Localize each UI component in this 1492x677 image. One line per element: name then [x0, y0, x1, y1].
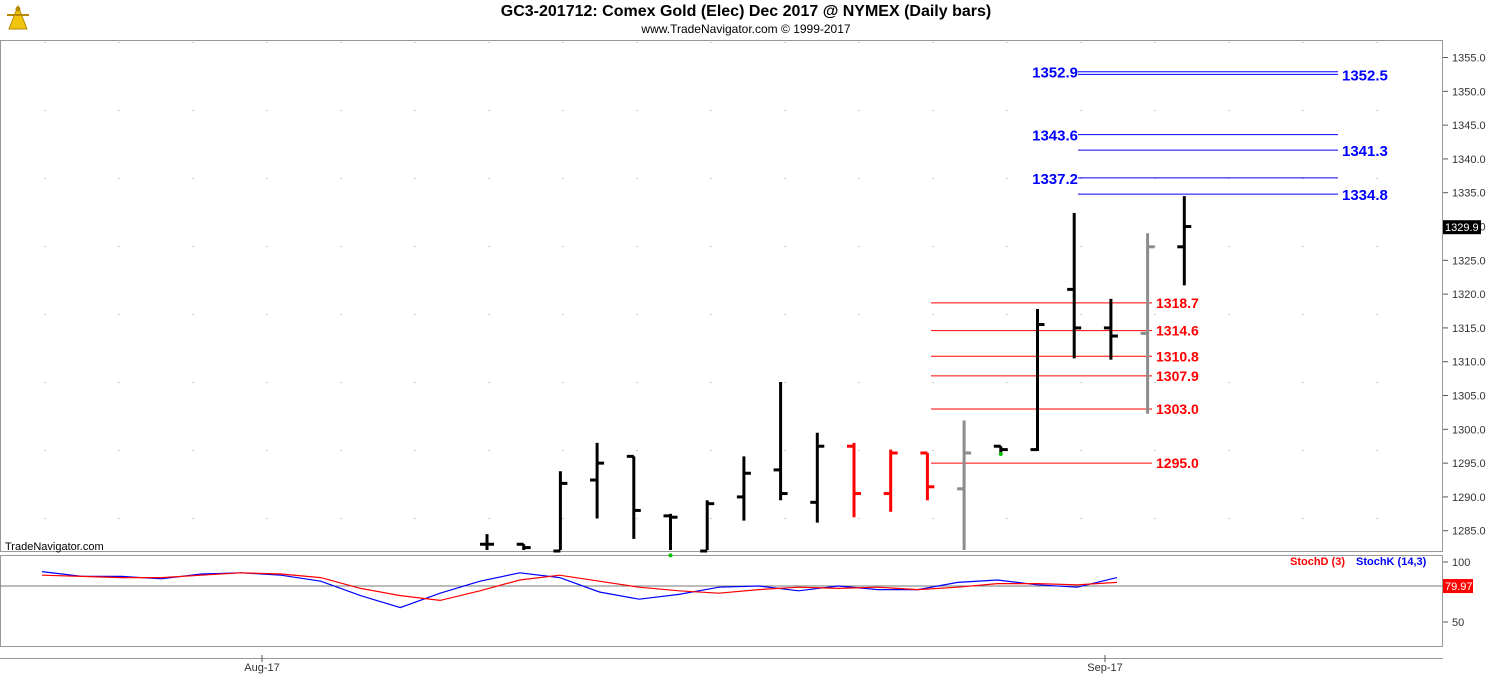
- resistance-label: 1334.8: [1342, 187, 1388, 204]
- resistance-label: 1352.5: [1342, 67, 1388, 84]
- signal-marker: [668, 553, 673, 558]
- resistance-label: 1341.3: [1342, 143, 1388, 160]
- time-tick-label: Sep-17: [1087, 662, 1122, 674]
- resistance-label: 1343.6: [1032, 128, 1078, 145]
- stoch-tick-label: 100: [1452, 557, 1470, 569]
- price-tick-label: 1285.0: [1452, 526, 1486, 538]
- price-panel: [0, 40, 1443, 552]
- price-tick-label: 1295.0: [1452, 458, 1486, 470]
- last-price-badge: [1443, 220, 1481, 235]
- price-tick-label: 1315.0: [1452, 323, 1486, 335]
- stoch-k-legend: StochK (14,3): [1356, 556, 1427, 568]
- time-axis[interactable]: Aug-17 Sep-17: [244, 655, 1123, 674]
- price-tick-label: 1290.0: [1452, 492, 1486, 504]
- price-tick-label: 1300.0: [1452, 424, 1486, 436]
- last-price-label: 1329.9: [1445, 222, 1479, 234]
- stoch-last-label: 79.97: [1445, 581, 1473, 593]
- support-label: 1314.6: [1156, 323, 1199, 339]
- price-tick-label: 1335.0: [1452, 188, 1486, 200]
- chart-header: GC3-201712: Comex Gold (Elec) Dec 2017 @…: [0, 0, 1492, 40]
- ohlc-bars: [480, 196, 1192, 558]
- price-tick-label: 1310.0: [1452, 357, 1486, 369]
- stoch-axis[interactable]: 100 50 79.97: [1443, 557, 1473, 629]
- price-axis[interactable]: 1285.0 1290.0 1295.0 1300.0 1305.0 1310.0 1315…: [1443, 53, 1486, 538]
- resistance-label: 1337.2: [1032, 171, 1078, 188]
- price-tick-label: 1350.0: [1452, 86, 1486, 98]
- time-tick-label: Aug-17: [244, 662, 279, 674]
- chart-subtitle: www.TradeNavigator.com © 1999-2017: [641, 22, 851, 36]
- stoch-last-badge: [1443, 579, 1473, 594]
- price-tick-label: 1325.0: [1452, 255, 1486, 267]
- stoch-tick-label: 50: [1452, 617, 1464, 629]
- signal-marker: [998, 451, 1003, 456]
- price-tick-label: 1320.0: [1452, 289, 1486, 301]
- watermark-text: TradeNavigator.com: [5, 541, 104, 553]
- stoch-d-legend: StochD (3): [1290, 556, 1345, 568]
- price-tick-label: 1305.0: [1452, 391, 1486, 403]
- level-lines: 1352.9 1352.5 1343.6 1341.3 1337.2 1334.8 1318…: [931, 65, 1388, 471]
- chart-title: GC3-201712: Comex Gold (Elec) Dec 2017 @…: [500, 3, 992, 20]
- support-label: 1307.9: [1156, 368, 1199, 384]
- price-tick-label: 1355.0: [1452, 53, 1486, 65]
- stoch-series-line: [41, 572, 1118, 602]
- stoch-series-line: [41, 571, 1118, 609]
- stoch-panel: [0, 555, 1443, 647]
- resistance-label: 1352.9: [1032, 65, 1078, 82]
- support-label: 1303.0: [1156, 401, 1199, 417]
- support-label: 1310.8: [1156, 348, 1199, 364]
- price-tick-label: 1345.0: [1452, 120, 1486, 132]
- price-tick-label: 1340.0: [1452, 154, 1486, 166]
- support-label: 1295.0: [1156, 455, 1199, 471]
- stochastic-lines: [0, 571, 1443, 609]
- trade-navigator-logo-icon: [7, 4, 29, 30]
- support-label: 1318.7: [1156, 295, 1199, 311]
